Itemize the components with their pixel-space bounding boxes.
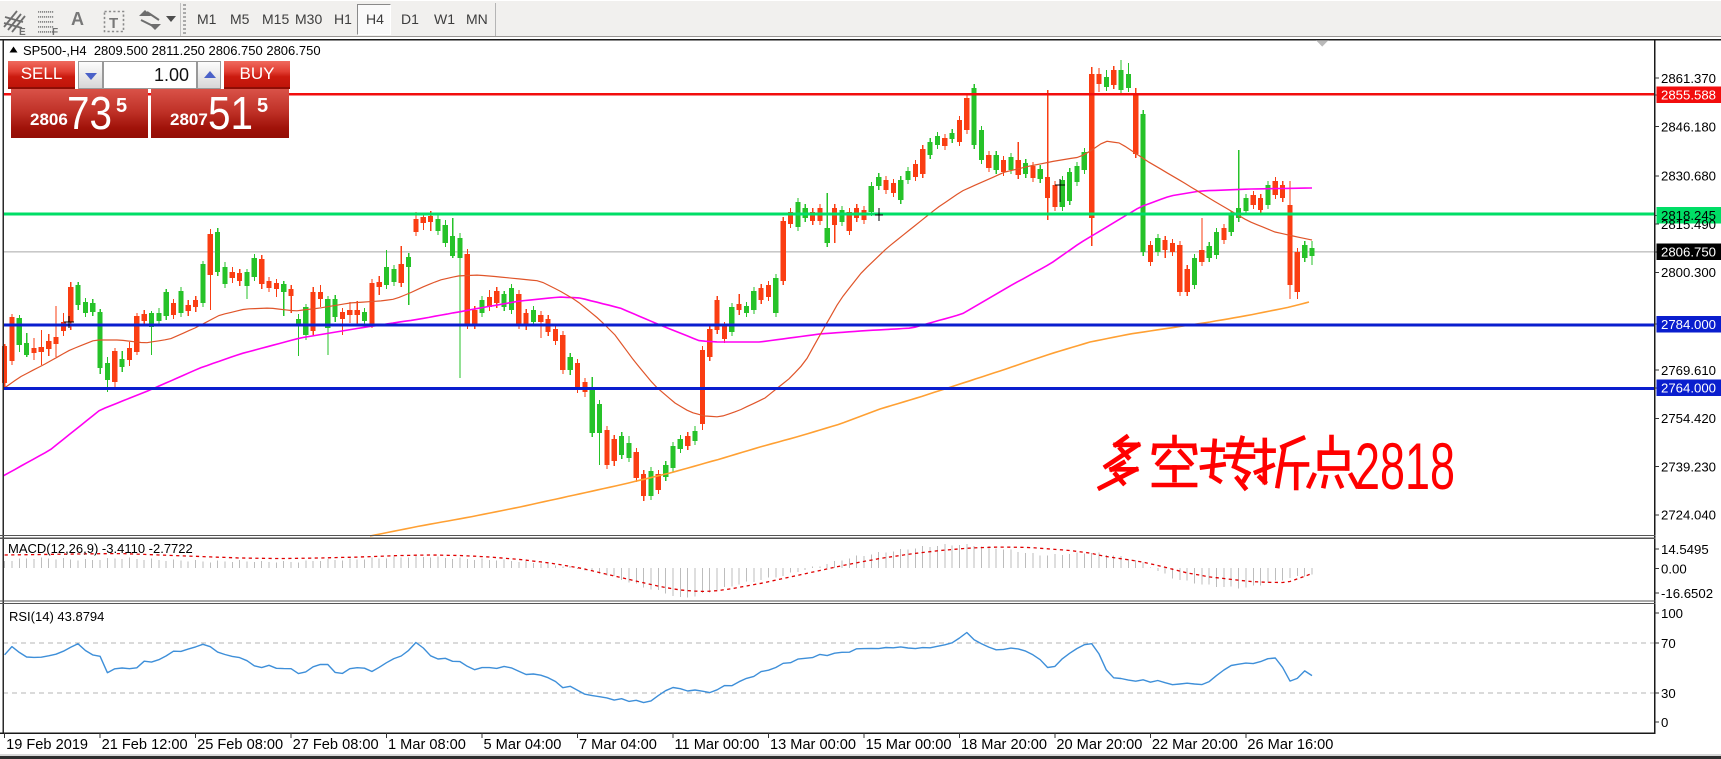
svg-text:70: 70 — [1661, 636, 1676, 651]
svg-text:F: F — [52, 27, 58, 35]
svg-text:2784.000: 2784.000 — [1661, 317, 1716, 332]
svg-text:21 Feb 12:00: 21 Feb 12:00 — [102, 737, 188, 753]
svg-text:-16.6502: -16.6502 — [1661, 586, 1713, 601]
svg-text:2764.000: 2764.000 — [1661, 381, 1716, 396]
svg-text:2800.300: 2800.300 — [1661, 265, 1716, 280]
svg-text:0.00: 0.00 — [1661, 561, 1687, 576]
svg-text:26 Mar 16:00: 26 Mar 16:00 — [1247, 737, 1333, 753]
svg-text:2769.610: 2769.610 — [1661, 363, 1716, 378]
svg-text:2818.245: 2818.245 — [1661, 208, 1716, 223]
svg-text:22 Mar 20:00: 22 Mar 20:00 — [1152, 737, 1238, 753]
svg-text:0: 0 — [1661, 715, 1668, 730]
svg-text:2830.680: 2830.680 — [1661, 169, 1716, 184]
svg-text:2806.750: 2806.750 — [1661, 245, 1716, 260]
svg-text:13 Mar 00:00: 13 Mar 00:00 — [770, 737, 856, 753]
svg-text:7 Mar 04:00: 7 Mar 04:00 — [579, 737, 657, 753]
svg-text:18 Mar 20:00: 18 Mar 20:00 — [961, 737, 1047, 753]
svg-text:2861.370: 2861.370 — [1661, 71, 1716, 86]
svg-text:2846.180: 2846.180 — [1661, 119, 1716, 134]
svg-text:RSI(14) 43.8794: RSI(14) 43.8794 — [9, 609, 104, 624]
svg-text:11 Mar 00:00: 11 Mar 00:00 — [675, 737, 760, 753]
svg-text:19 Feb 2019: 19 Feb 2019 — [6, 737, 88, 753]
svg-text:27 Feb 08:00: 27 Feb 08:00 — [293, 737, 379, 753]
svg-text:2815.490: 2815.490 — [1661, 217, 1716, 232]
svg-text:25 Feb 08:00: 25 Feb 08:00 — [197, 737, 283, 753]
svg-text:15 Mar 00:00: 15 Mar 00:00 — [866, 737, 952, 753]
svg-text:1 Mar 08:00: 1 Mar 08:00 — [388, 737, 466, 753]
svg-text:30: 30 — [1661, 686, 1676, 701]
svg-text:2739.230: 2739.230 — [1661, 459, 1716, 474]
svg-text:2754.420: 2754.420 — [1661, 411, 1716, 426]
svg-text:E: E — [19, 27, 26, 35]
svg-text:2724.040: 2724.040 — [1661, 508, 1716, 523]
svg-text:2818: 2818 — [1355, 429, 1455, 503]
svg-text:2855.588: 2855.588 — [1661, 88, 1716, 103]
svg-text:14.5495: 14.5495 — [1661, 542, 1709, 557]
svg-text:20 Mar 20:00: 20 Mar 20:00 — [1056, 737, 1142, 753]
svg-text:5 Mar 04:00: 5 Mar 04:00 — [484, 737, 562, 753]
svg-text:T: T — [109, 15, 118, 32]
svg-text:SP500-,H4 2809.500 2811.250 2: SP500-,H4 2809.500 2811.250 2806.750 280… — [23, 43, 321, 58]
svg-text:MACD(12,26,9) -3.4110 -2.7722: MACD(12,26,9) -3.4110 -2.7722 — [8, 541, 193, 556]
svg-text:100: 100 — [1661, 606, 1683, 621]
